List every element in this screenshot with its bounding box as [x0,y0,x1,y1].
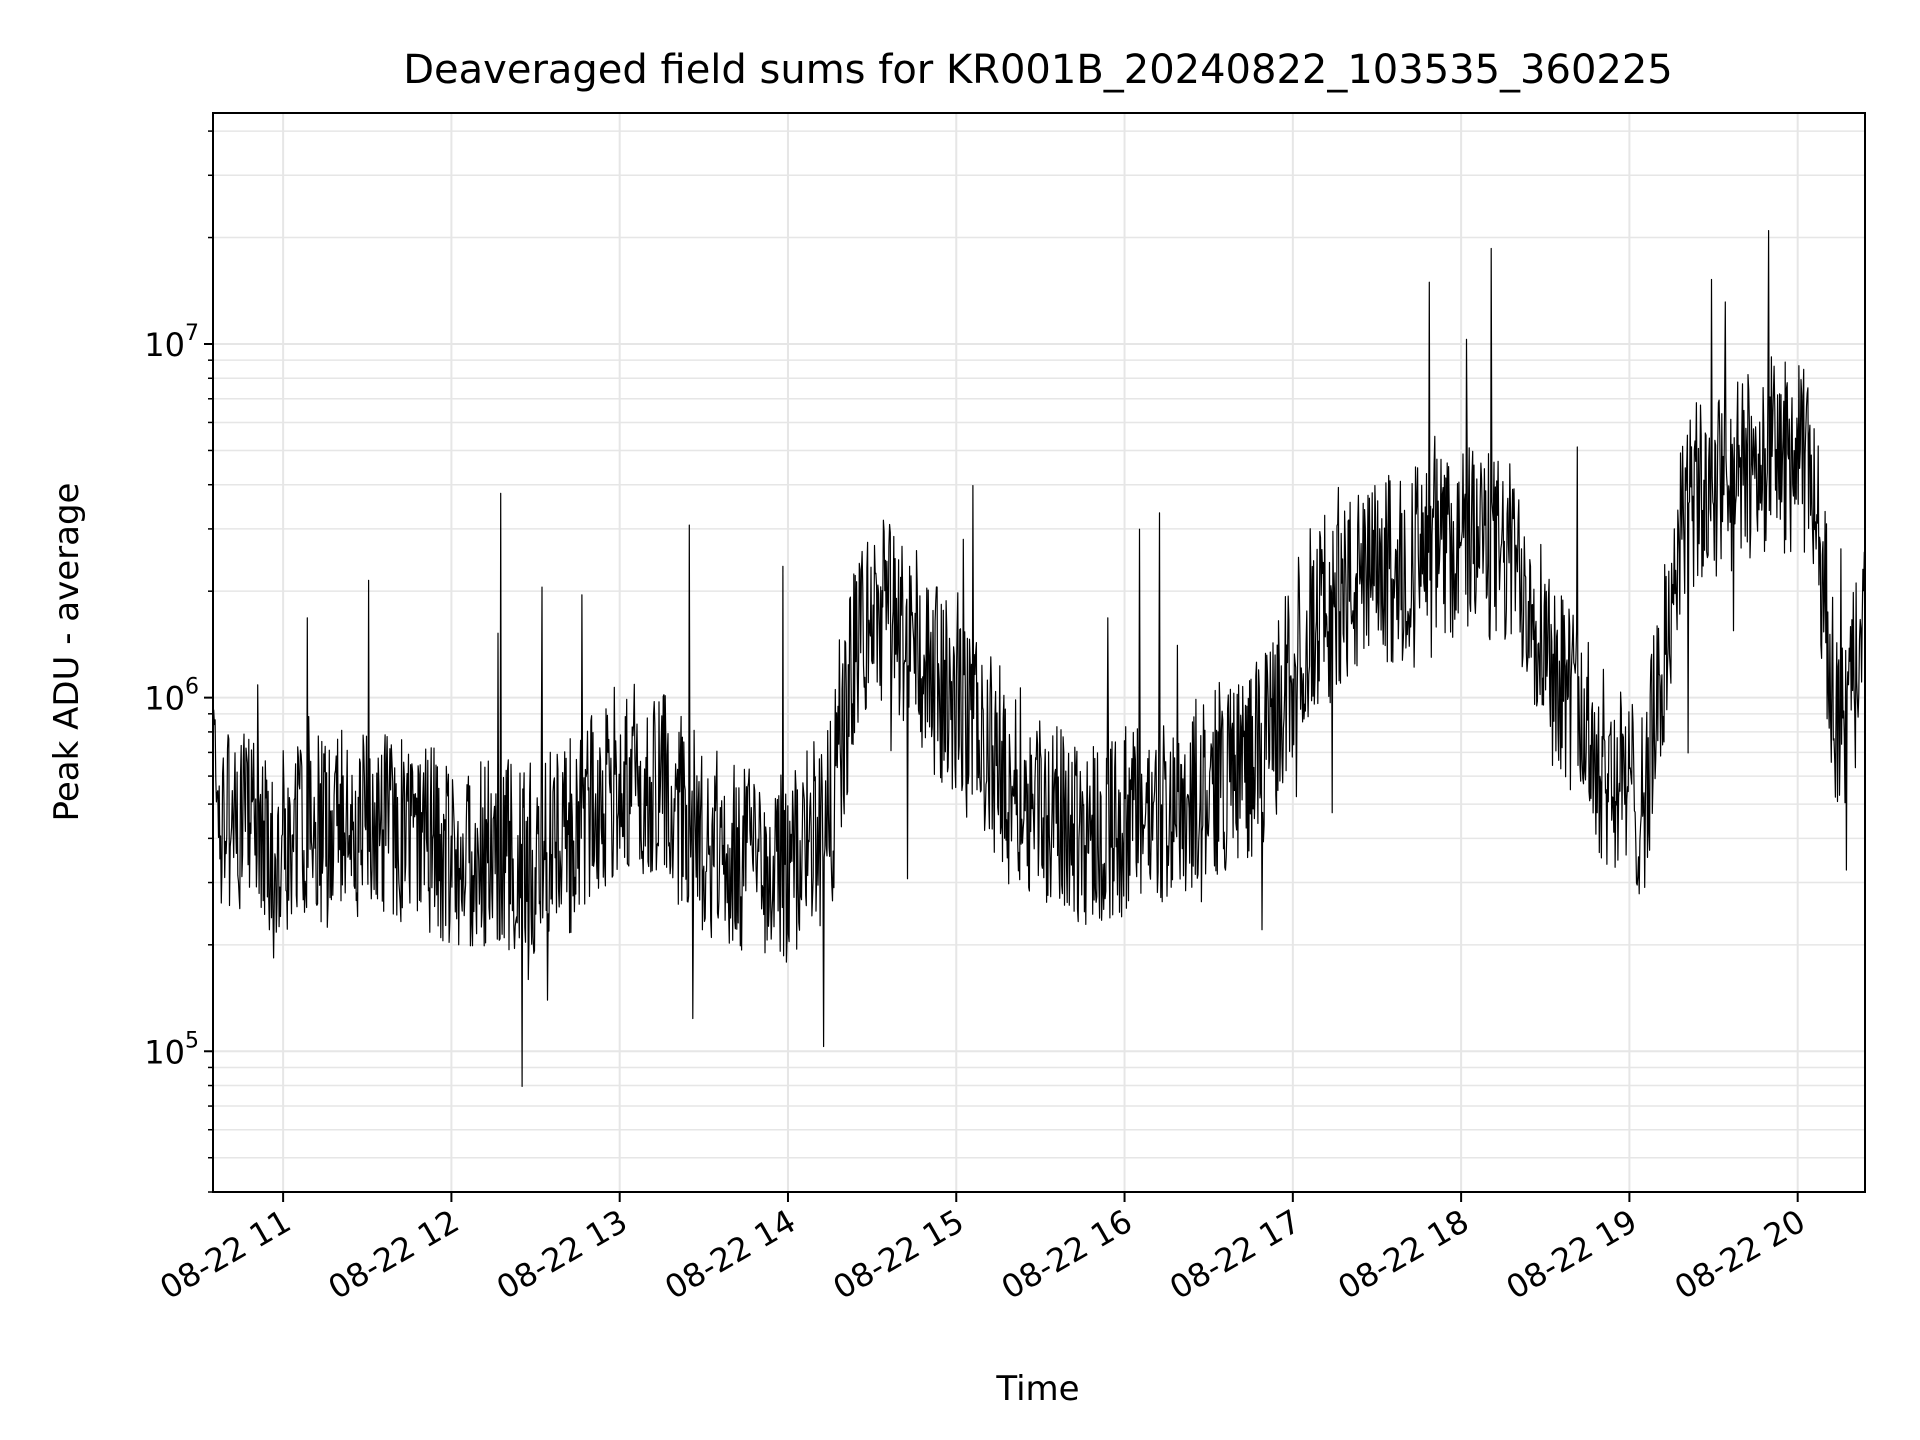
y-axis-label: Peak ADU - average [47,483,87,822]
series-group [212,230,1866,1088]
y-tick-label: 105 [144,1028,199,1071]
y-tick-label: 106 [144,675,199,718]
series-line [212,230,1866,1088]
y-tick-label: 107 [144,321,199,364]
x-axis-label: Time [995,1369,1079,1409]
plot-frame [212,112,1866,1193]
chart-title: Deaveraged field sums for KR001B_2024082… [403,47,1673,93]
y-axis: 105 106 107 [144,130,213,1193]
